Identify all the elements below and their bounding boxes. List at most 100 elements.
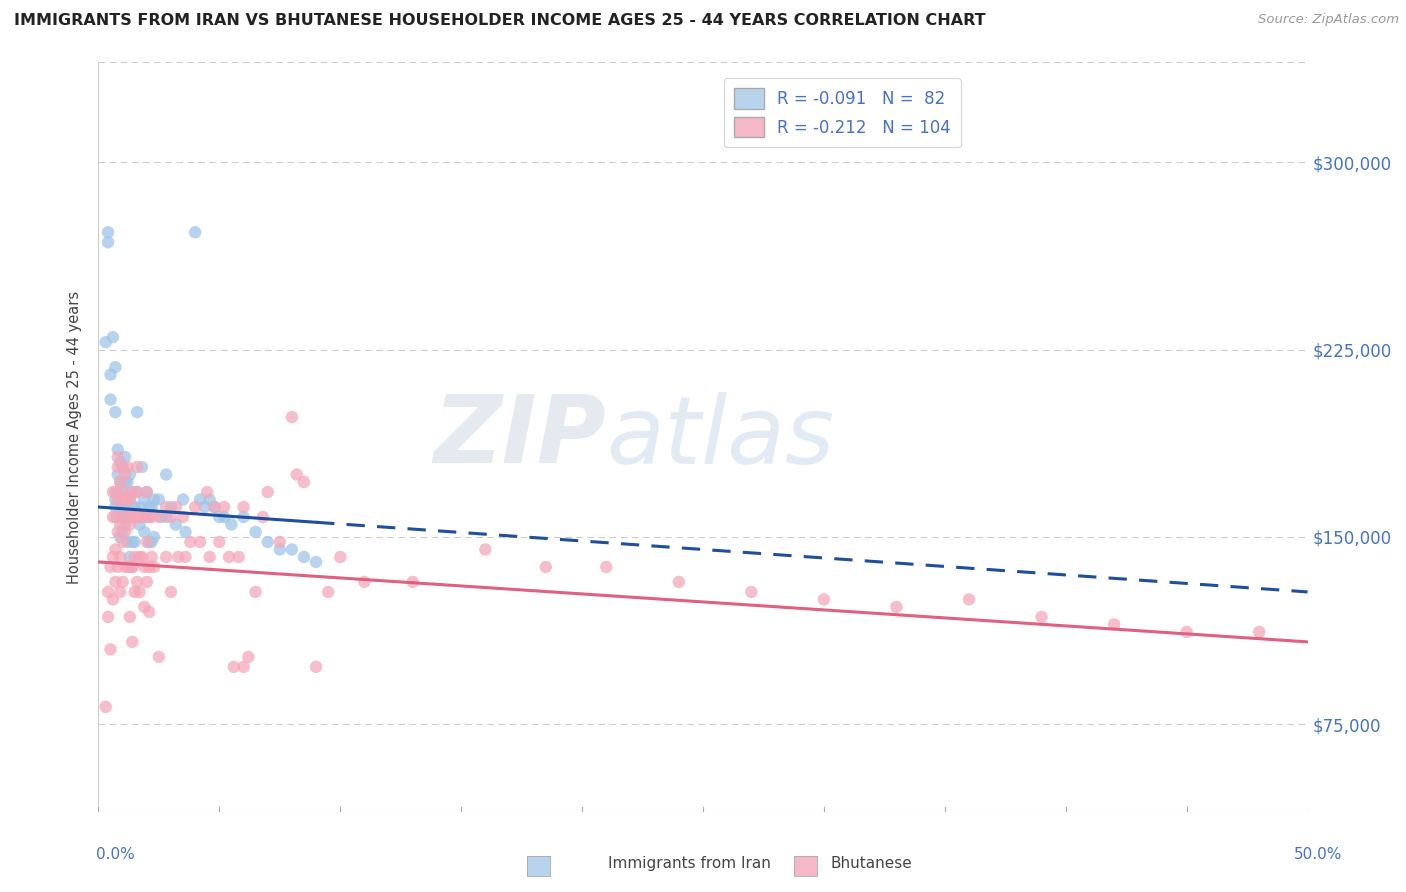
Point <box>94 699 117 714</box>
Point <box>114 492 136 507</box>
Point <box>134 560 156 574</box>
Point <box>160 500 183 514</box>
Point <box>135 574 157 589</box>
Point <box>114 524 136 539</box>
Point <box>305 660 328 674</box>
Point <box>101 485 124 500</box>
Point <box>957 592 980 607</box>
Point <box>118 510 141 524</box>
Point <box>668 574 690 589</box>
Point <box>100 642 122 657</box>
Point <box>150 510 173 524</box>
Point <box>117 500 139 514</box>
Text: Bhutanese: Bhutanese <box>831 856 912 871</box>
Point <box>204 500 226 514</box>
Point <box>104 574 127 589</box>
Point <box>104 485 127 500</box>
Point <box>108 475 131 489</box>
Point <box>124 500 146 514</box>
Point <box>124 549 146 564</box>
Point <box>121 535 143 549</box>
Point <box>160 585 183 599</box>
Point <box>148 649 170 664</box>
Point <box>121 485 143 500</box>
Point <box>128 500 150 514</box>
Point <box>143 560 166 574</box>
Point <box>118 610 141 624</box>
Point <box>281 542 304 557</box>
Point <box>141 535 163 549</box>
Point <box>221 517 243 532</box>
Point <box>138 535 160 549</box>
Text: 50.0%: 50.0% <box>1295 847 1343 862</box>
Point <box>107 467 129 482</box>
Point <box>184 225 207 239</box>
Point <box>111 524 134 539</box>
Point <box>108 505 131 519</box>
Point <box>121 560 143 574</box>
Point <box>198 492 221 507</box>
Point <box>135 535 157 549</box>
Point <box>104 492 127 507</box>
Point <box>108 549 131 564</box>
Point <box>269 542 291 557</box>
Point <box>252 510 274 524</box>
Point <box>179 535 201 549</box>
Point <box>128 549 150 564</box>
Point <box>135 485 157 500</box>
Point <box>1102 617 1125 632</box>
Point <box>292 475 315 489</box>
Point <box>111 485 134 500</box>
Point <box>107 450 129 464</box>
Point <box>595 560 617 574</box>
Point <box>281 410 304 425</box>
Point <box>172 510 194 524</box>
Point <box>101 592 124 607</box>
Point <box>285 467 308 482</box>
Point <box>100 560 122 574</box>
Point <box>141 500 163 514</box>
Point <box>117 475 139 489</box>
Point <box>269 535 291 549</box>
Point <box>143 530 166 544</box>
Point <box>184 500 207 514</box>
Text: IMMIGRANTS FROM IRAN VS BHUTANESE HOUSEHOLDER INCOME AGES 25 - 44 YEARS CORRELAT: IMMIGRANTS FROM IRAN VS BHUTANESE HOUSEH… <box>14 13 986 29</box>
Point <box>107 485 129 500</box>
Point <box>100 368 122 382</box>
Point <box>108 530 131 544</box>
Point <box>118 492 141 507</box>
Point <box>148 492 170 507</box>
Point <box>208 510 231 524</box>
Point <box>256 485 278 500</box>
Point <box>117 535 139 549</box>
Point <box>114 475 136 489</box>
Point <box>128 585 150 599</box>
Point <box>232 500 254 514</box>
Point <box>121 485 143 500</box>
Point <box>121 560 143 574</box>
Point <box>212 500 235 514</box>
Point <box>188 535 211 549</box>
Point <box>329 549 352 564</box>
Point <box>174 549 197 564</box>
Point <box>101 510 124 524</box>
Point <box>245 585 267 599</box>
Point <box>111 460 134 475</box>
Point <box>353 574 375 589</box>
Point <box>121 635 143 649</box>
Point <box>118 549 141 564</box>
Point <box>111 485 134 500</box>
Point <box>155 467 177 482</box>
Point <box>111 574 134 589</box>
Point <box>107 492 129 507</box>
Point <box>155 500 177 514</box>
Point <box>108 517 131 532</box>
Point <box>204 500 226 514</box>
Point <box>228 549 250 564</box>
Point <box>104 360 127 375</box>
Point <box>127 405 149 419</box>
Point <box>118 560 141 574</box>
Point <box>198 549 221 564</box>
Point <box>238 649 260 664</box>
Point <box>124 585 146 599</box>
